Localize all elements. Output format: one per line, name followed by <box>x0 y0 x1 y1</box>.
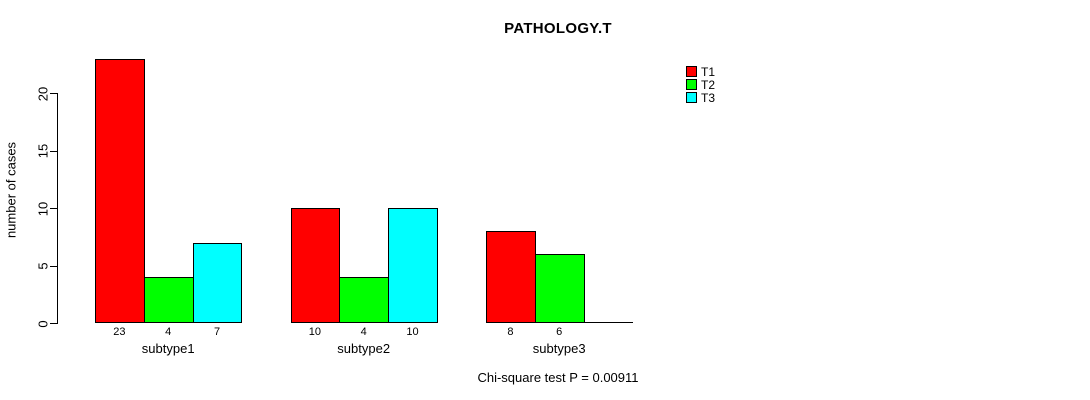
bar-T2-subtype1 <box>143 277 194 323</box>
y-axis-line <box>57 93 58 324</box>
bar-T3-subtype2 <box>388 208 438 323</box>
x-category-label: subtype1 <box>141 341 195 356</box>
y-tick-mark <box>50 323 57 324</box>
legend-swatch-T2 <box>686 79 697 90</box>
y-tick-label: 20 <box>35 86 51 101</box>
bar-T2-subtype2 <box>339 277 390 323</box>
y-tick-mark <box>50 93 57 94</box>
legend-label: T3 <box>701 90 716 105</box>
x-category-label: subtype3 <box>532 341 586 356</box>
bar-value-label: 10 <box>308 326 322 338</box>
bar-T1-subtype3 <box>486 231 536 323</box>
bar-value-label: 8 <box>507 326 514 338</box>
y-tick-label: 15 <box>35 143 51 159</box>
bar-value-label: 6 <box>556 326 563 338</box>
chi-square-note: Chi-square test P = 0.00911 <box>477 370 639 385</box>
legend-item-T2: T2 <box>686 78 715 91</box>
y-tick-mark <box>50 150 57 152</box>
legend: T1 T2 T3 <box>686 65 715 104</box>
y-tick-mark <box>50 265 57 267</box>
legend-item-T1: T1 <box>686 65 715 78</box>
bar-T1-subtype2 <box>290 208 341 323</box>
y-tick-mark <box>50 208 57 209</box>
chart-title: PATHOLOGY.T <box>504 20 612 37</box>
bar-T3-subtype3 <box>583 322 634 323</box>
bar-value-label: 10 <box>406 326 419 338</box>
bar-value-label: 23 <box>113 326 126 338</box>
bar-T2-subtype3 <box>534 254 585 323</box>
legend-item-T3: T3 <box>686 91 715 104</box>
bar-value-label: 4 <box>360 326 367 338</box>
y-axis-label: number of cases <box>3 141 19 239</box>
legend-swatch-T3 <box>686 92 697 103</box>
legend-label: T1 <box>701 64 716 79</box>
bar-T1-subtype1 <box>95 58 145 323</box>
y-tick-label: 5 <box>35 262 51 270</box>
x-category-label: subtype2 <box>337 341 391 356</box>
bar-T3-subtype1 <box>192 242 243 323</box>
bar-value-label: 7 <box>213 326 221 338</box>
y-tick-label: 10 <box>35 201 51 216</box>
legend-swatch-T1 <box>686 66 697 77</box>
y-tick-label: 0 <box>35 319 51 328</box>
bar-value-label: 4 <box>165 326 172 338</box>
legend-label: T2 <box>701 77 716 92</box>
